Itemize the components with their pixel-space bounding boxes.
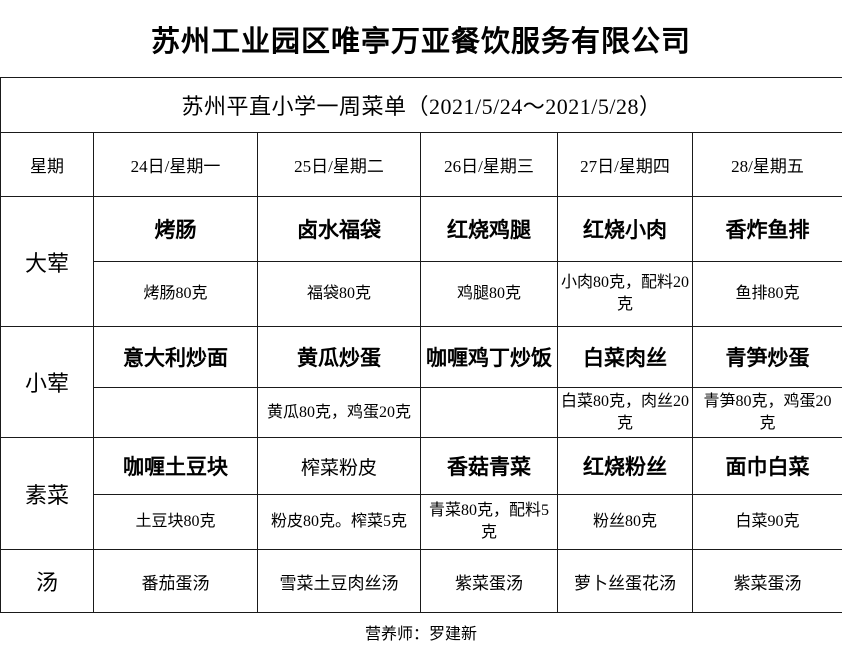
dish-name-cell: 香菇青菜 — [420, 437, 558, 495]
dish-name-cell: 咖喱鸡丁炒饭 — [420, 326, 558, 388]
dish-name-cell: 意大利炒面 — [93, 326, 258, 388]
dish-name-cell: 香炸鱼排 — [691, 196, 842, 262]
dish-name-cell: 白菜肉丝 — [557, 326, 693, 388]
portion-row: 土豆块80克 粉皮80克。榨菜5克 青菜80克，配料5克 粉丝80克 白菜90克 — [1, 494, 842, 550]
nutritionist-label: 营养师：罗建新 — [364, 625, 477, 643]
section-label-cell: 大荤 — [0, 196, 94, 327]
section-label-cell: 汤 — [0, 549, 94, 613]
day-header-cell-1: 24日/星期一 — [93, 132, 258, 197]
portion-cell: 鱼排80克 — [691, 261, 842, 327]
dish-name-cell: 烤肠 — [93, 196, 258, 262]
menu-subtitle: 苏州平直小学一周菜单（2021/5/24～2021/5/28） — [0, 77, 842, 133]
portion-cell: 粉皮80克。榨菜5克 — [257, 494, 421, 550]
dish-name-cell: 榨菜粉皮 — [257, 437, 421, 495]
soup-cell: 紫菜蛋汤 — [691, 549, 842, 613]
day-header-row: 星期 24日/星期一 25日/星期二 26日/星期三 27日/星期四 28/星期五 — [0, 132, 842, 197]
subtitle-row: 苏州平直小学一周菜单（2021/5/24～2021/5/28） — [0, 77, 842, 133]
portion-cell: 土豆块80克 — [93, 494, 258, 550]
dish-name-cell: 咖喱土豆块 — [93, 437, 258, 495]
title-block: 苏州工业园区唯亭万亚餐饮服务有限公司 — [0, 0, 842, 77]
portion-row: 烤肠80克 福袋80克 鸡腿80克 小肉80克，配料20克 鱼排80克 — [1, 261, 842, 327]
portion-cell: 青笋80克，鸡蛋20克 — [691, 387, 842, 438]
soup-cell: 番茄蛋汤 — [93, 549, 258, 613]
dish-name-row: 小荤 意大利炒面 黄瓜炒蛋 咖喱鸡丁炒饭 白菜肉丝 青笋炒蛋 — [0, 326, 842, 438]
corner-cell: 星期 — [0, 132, 94, 197]
portion-cell — [420, 387, 558, 438]
weekly-menu-table: 苏州平直小学一周菜单（2021/5/24～2021/5/28） 星期 24日/星… — [0, 77, 842, 613]
portion-cell: 白菜80克，肉丝20克 — [557, 387, 693, 438]
portion-cell: 福袋80克 — [257, 261, 421, 327]
section-label-cell: 素菜 — [0, 437, 94, 550]
portion-cell: 黄瓜80克，鸡蛋20克 — [257, 387, 421, 438]
portion-cell: 鸡腿80克 — [420, 261, 558, 327]
dish-name-cell: 红烧粉丝 — [557, 437, 693, 495]
portion-cell: 烤肠80克 — [93, 261, 258, 327]
dish-name-row: 素菜 咖喱土豆块 榨菜粉皮 香菇青菜 红烧粉丝 面巾白菜 — [0, 437, 842, 550]
soup-cell: 萝卜丝蛋花汤 — [557, 549, 693, 613]
soup-row: 汤番茄蛋汤 雪菜土豆肉丝汤 紫菜蛋汤 萝卜丝蛋花汤 紫菜蛋汤 — [0, 549, 842, 613]
soup-cell: 雪菜土豆肉丝汤 — [257, 549, 421, 613]
day-header-cell-3: 26日/星期三 — [420, 132, 558, 197]
day-header-cell-2: 25日/星期二 — [257, 132, 421, 197]
portion-cell — [93, 387, 258, 438]
portion-cell: 小肉80克，配料20克 — [557, 261, 693, 327]
dish-name-cell: 青笋炒蛋 — [691, 326, 842, 388]
dish-name-cell: 红烧小肉 — [557, 196, 693, 262]
dish-name-cell: 面巾白菜 — [691, 437, 842, 495]
dish-name-cell: 黄瓜炒蛋 — [257, 326, 421, 388]
dish-name-cell: 红烧鸡腿 — [420, 196, 558, 262]
company-title: 苏州工业园区唯亭万亚餐饮服务有限公司 — [150, 25, 691, 58]
portion-row: 黄瓜80克，鸡蛋20克 白菜80克，肉丝20克 青笋80克，鸡蛋20克 — [1, 387, 842, 438]
section-label-cell: 小荤 — [0, 326, 94, 438]
dish-name-cell: 卤水福袋 — [257, 196, 421, 262]
portion-cell: 青菜80克，配料5克 — [420, 494, 558, 550]
portion-cell: 粉丝80克 — [557, 494, 693, 550]
portion-cell: 白菜90克 — [691, 494, 842, 550]
dish-name-row: 大荤 烤肠 卤水福袋 红烧鸡腿 红烧小肉 香炸鱼排 — [0, 196, 842, 327]
day-header-cell-5: 28/星期五 — [691, 132, 842, 197]
footer-block: 营养师：罗建新 — [0, 613, 842, 649]
soup-cell: 紫菜蛋汤 — [420, 549, 558, 613]
day-header-cell-4: 27日/星期四 — [557, 132, 693, 197]
